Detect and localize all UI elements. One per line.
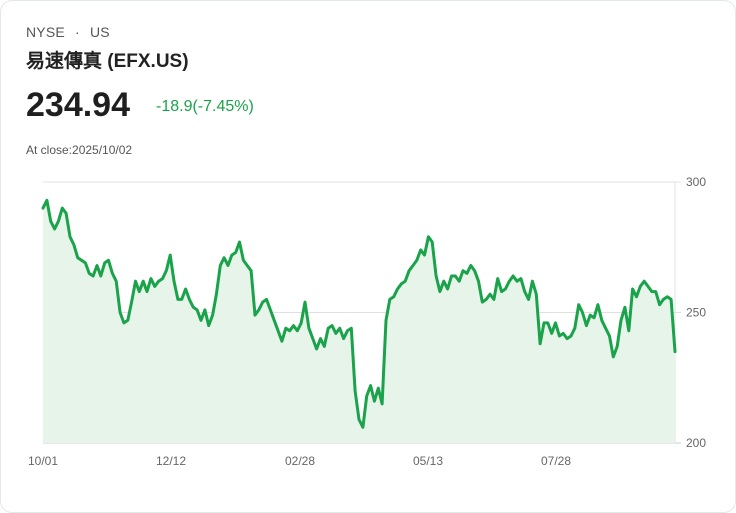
- separator-dot: ·: [75, 24, 80, 40]
- area-fill: [43, 200, 675, 443]
- x-axis: 10/01 12/12 02/28 05/13 07/28: [28, 454, 571, 468]
- price-line: [41, 198, 677, 429]
- price-change: -18.9(-7.45%): [156, 98, 254, 115]
- x-tick-label: 07/28: [541, 454, 571, 468]
- exchange-name: NYSE: [26, 24, 65, 40]
- x-tick-label: 05/13: [413, 454, 443, 468]
- y-tick-label: 250: [686, 306, 706, 320]
- y-axis: 200 250 300: [686, 175, 706, 450]
- exchange-label: NYSE · US: [26, 24, 110, 40]
- stock-title: 易速傳真 (EFX.US): [26, 51, 189, 72]
- y-tick-label: 200: [686, 436, 706, 450]
- market-name: US: [90, 24, 110, 40]
- close-date: At close:2025/10/02: [26, 143, 133, 157]
- x-tick-label: 10/01: [28, 454, 58, 468]
- x-tick-label: 12/12: [156, 454, 186, 468]
- x-tick-label: 02/28: [285, 454, 315, 468]
- current-price: 234.94: [26, 86, 130, 124]
- y-tick-label: 300: [686, 175, 706, 189]
